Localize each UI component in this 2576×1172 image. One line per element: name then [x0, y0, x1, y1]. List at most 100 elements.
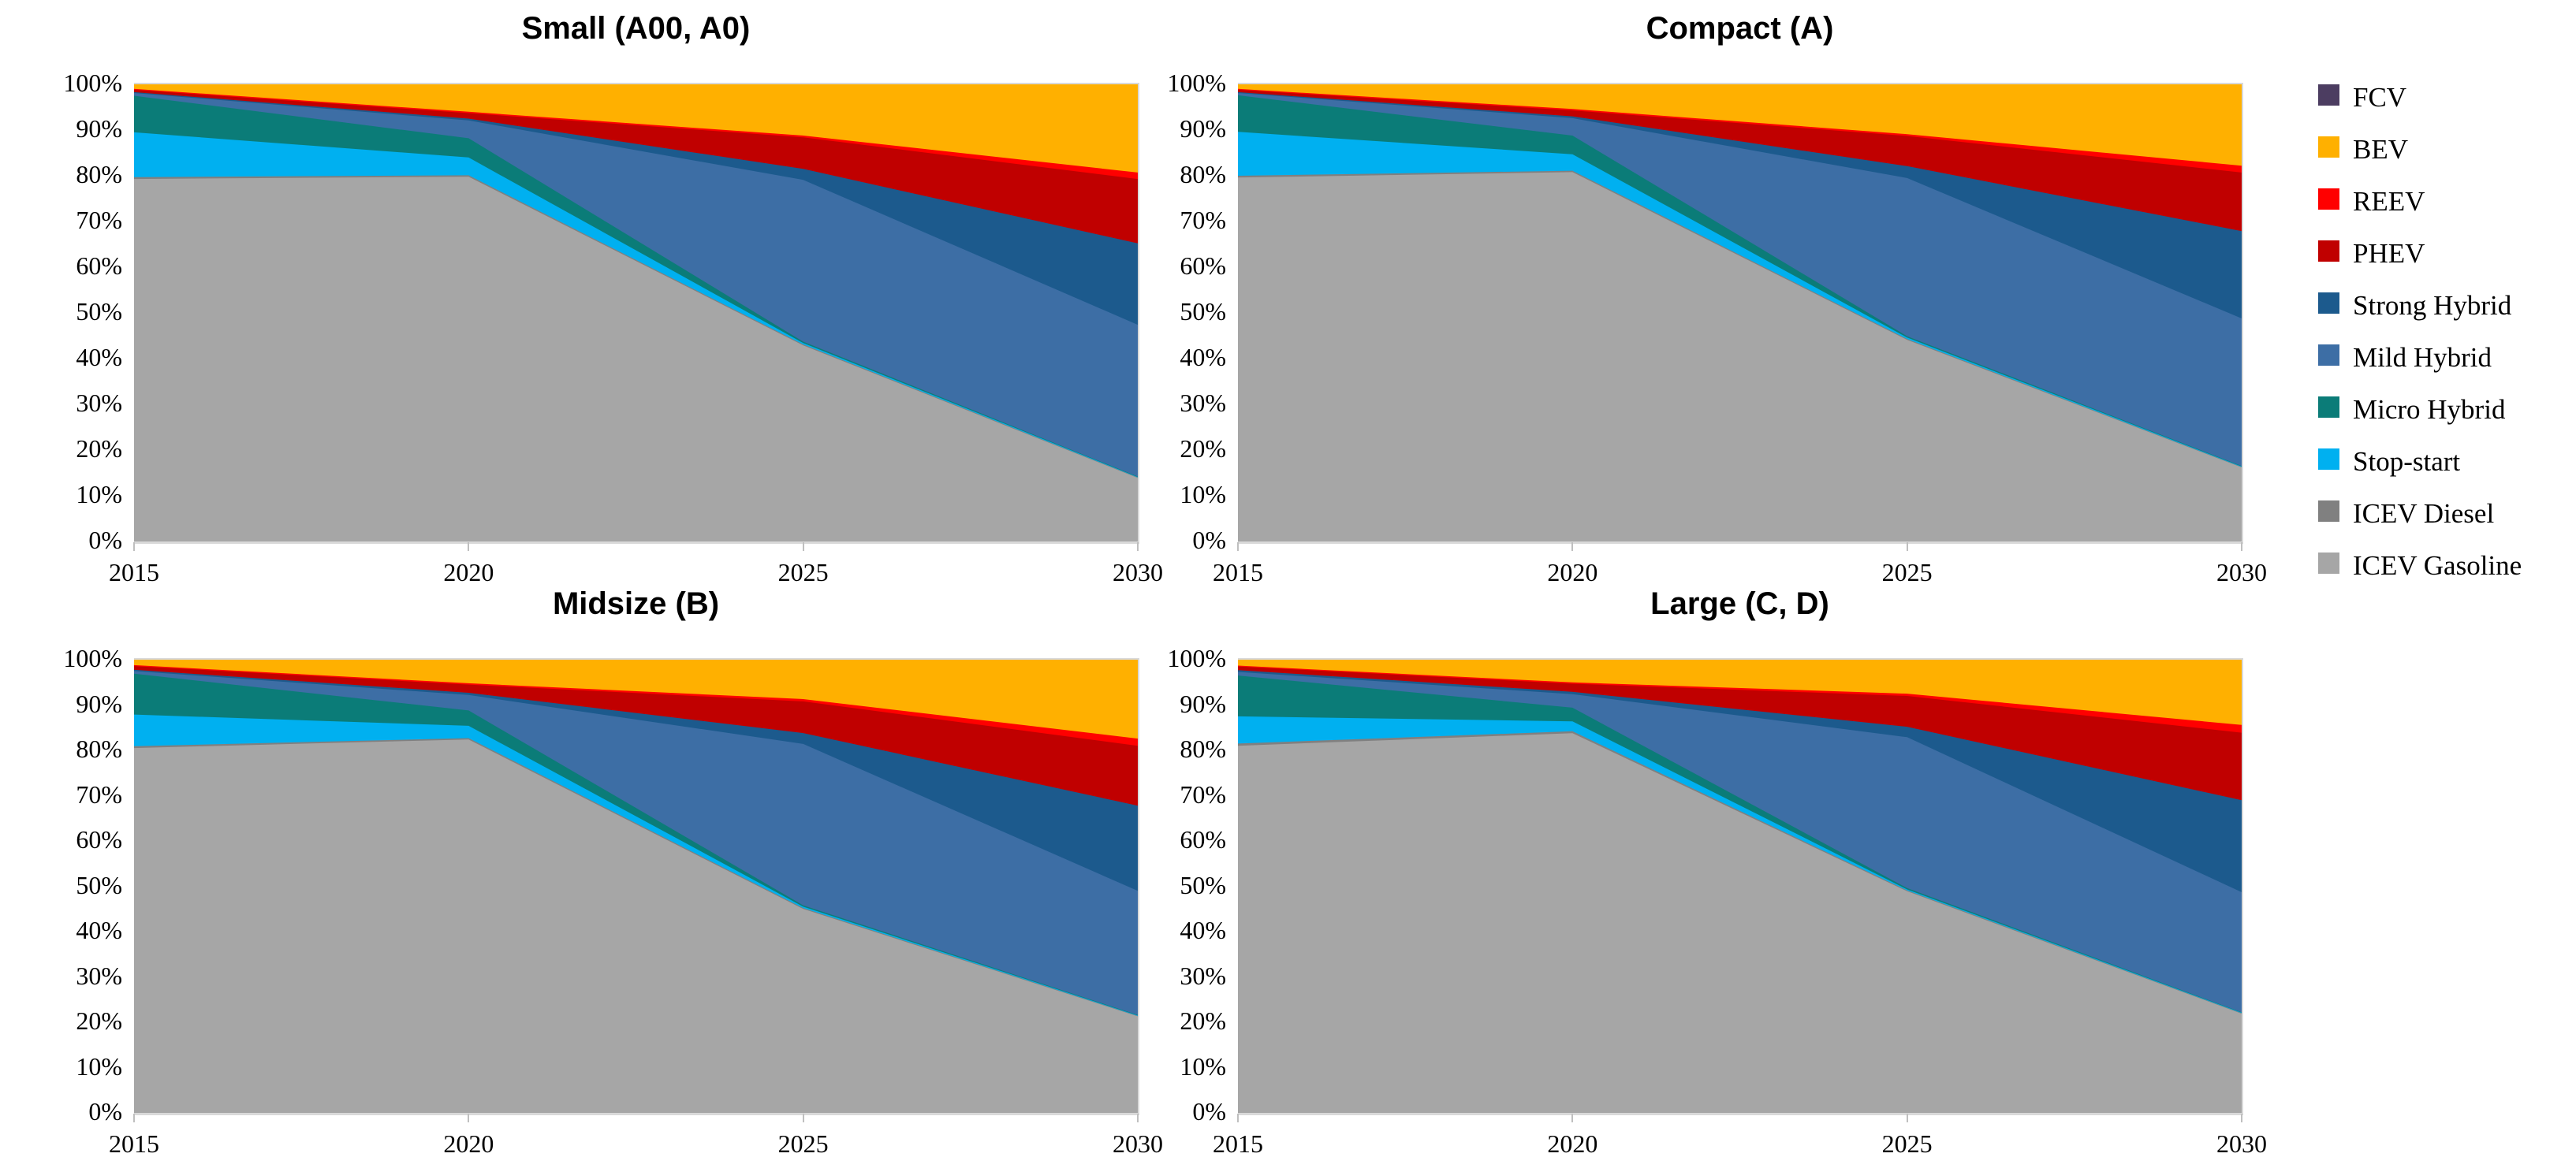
y-axis-label: 0% — [1192, 526, 1226, 554]
legend-item-micro-hybrid: Micro Hybrid — [2318, 394, 2570, 428]
y-axis-label: 10% — [1180, 1051, 1226, 1081]
x-axis-label: 2030 — [2216, 558, 2267, 586]
y-axis-label: 10% — [76, 480, 122, 508]
axis-tick — [1137, 542, 1139, 551]
axis-tick — [133, 1114, 135, 1122]
axis-tick — [468, 1114, 470, 1122]
x-axis-label: 2015 — [109, 1129, 159, 1158]
plot-area-small — [134, 83, 1139, 544]
legend-swatch-reev — [2318, 188, 2339, 210]
y-axis-label: 30% — [76, 389, 122, 417]
y-axis-label: 60% — [76, 251, 122, 280]
y-axis-label: 50% — [76, 870, 122, 899]
y-axis-label: 30% — [1180, 389, 1226, 417]
plot-area-midsize — [134, 658, 1139, 1115]
chart-title-compact: Compact (A) — [1646, 11, 1834, 46]
legend-swatch-phev — [2318, 240, 2339, 262]
y-axis-label: 100% — [1167, 644, 1226, 672]
y-axis-label: 30% — [76, 961, 122, 990]
x-axis-label: 2030 — [2216, 1129, 2267, 1158]
y-axis-label: 80% — [76, 160, 122, 188]
legend-swatch-fcv — [2318, 84, 2339, 106]
y-axis-label: 20% — [1180, 434, 1226, 463]
axis-tick — [1237, 542, 1239, 551]
x-axis-label: 2025 — [1881, 558, 1933, 586]
axis-tick — [1571, 542, 1574, 551]
y-axis-label: 80% — [1180, 160, 1226, 188]
y-axis-label: 0% — [88, 526, 122, 554]
legend-item-strong-hybrid: Strong Hybrid — [2318, 290, 2570, 324]
x-axis-label: 2015 — [1213, 1129, 1263, 1158]
y-axis-label: 80% — [1180, 735, 1226, 763]
x-axis-label: 2025 — [777, 558, 829, 586]
legend-label: FCV — [2353, 82, 2407, 113]
chart-title-small: Small (A00, A0) — [521, 11, 751, 46]
legend-label: Stop-start — [2353, 446, 2461, 477]
plot-area-large — [1238, 658, 2243, 1115]
y-axis-label: 70% — [1180, 779, 1226, 809]
legend-item-phev: PHEV — [2318, 238, 2570, 272]
x-axis-label: 2030 — [1113, 1129, 1163, 1158]
x-axis-label: 2020 — [1547, 558, 1598, 586]
axis-tick — [1571, 1114, 1574, 1122]
axis-tick — [133, 542, 135, 551]
x-axis-label: 2020 — [443, 1129, 494, 1158]
y-axis-label: 0% — [88, 1097, 122, 1125]
x-axis-label: 2015 — [109, 558, 159, 586]
legend-item-bev: BEV — [2318, 134, 2570, 168]
y-axis-label: 40% — [76, 916, 122, 944]
axis-tick — [1137, 1114, 1139, 1122]
y-axis-label: 50% — [76, 297, 122, 326]
y-axis-label: 70% — [1180, 206, 1226, 234]
axis-tick — [1906, 542, 1908, 551]
legend-item-stop-start: Stop-start — [2318, 446, 2570, 480]
y-axis-label: 10% — [76, 1051, 122, 1081]
y-axis-label: 70% — [76, 206, 122, 234]
y-axis-label: 80% — [76, 735, 122, 763]
y-axis-label: 20% — [1180, 1006, 1226, 1035]
axis-tick — [2241, 542, 2242, 551]
axis-tick — [1906, 1114, 1908, 1122]
legend-item-icev-diesel: ICEV Diesel — [2318, 498, 2570, 532]
y-axis-label: 90% — [1180, 114, 1226, 143]
y-axis-label: 100% — [63, 69, 122, 97]
area-series-icev-gasoline — [134, 739, 1138, 1113]
x-axis-label: 2020 — [443, 558, 494, 586]
legend-label: Micro Hybrid — [2353, 394, 2506, 425]
legend-label: PHEV — [2353, 238, 2425, 269]
y-axis-label: 70% — [76, 779, 122, 809]
legend-swatch-mild-hybrid — [2318, 344, 2339, 366]
y-axis-label: 30% — [1180, 961, 1226, 990]
legend-label: Strong Hybrid — [2353, 290, 2512, 321]
y-axis-label: 100% — [1167, 69, 1226, 97]
y-axis-label: 60% — [1180, 825, 1226, 854]
y-axis-label: 40% — [1180, 916, 1226, 944]
y-axis-label: 10% — [1180, 480, 1226, 508]
axis-tick — [802, 542, 804, 551]
legend-label: REEV — [2353, 186, 2425, 217]
area-series-icev-gasoline — [1238, 172, 2242, 541]
x-axis-label: 2015 — [1213, 558, 1263, 586]
legend-item-reev: REEV — [2318, 186, 2570, 220]
plot-area-compact — [1238, 83, 2243, 544]
y-axis-label: 40% — [76, 343, 122, 371]
legend-label: ICEV Diesel — [2353, 498, 2495, 529]
chart-title-midsize: Midsize (B) — [552, 586, 720, 621]
axis-tick — [468, 542, 470, 551]
legend-swatch-icev-gasoline — [2318, 553, 2339, 574]
x-axis-label: 2025 — [777, 1129, 829, 1158]
y-axis-label: 60% — [1180, 251, 1226, 280]
legend-label: BEV — [2353, 134, 2408, 165]
y-axis-label: 90% — [76, 689, 122, 718]
x-axis-label: 2030 — [1113, 558, 1163, 586]
legend-swatch-bev — [2318, 136, 2339, 158]
y-axis-label: 50% — [1180, 297, 1226, 326]
legend-label: ICEV Gasoline — [2353, 550, 2522, 581]
y-axis-label: 20% — [76, 434, 122, 463]
area-series-icev-gasoline — [134, 177, 1138, 541]
y-axis-label: 90% — [76, 114, 122, 143]
y-axis-label: 40% — [1180, 343, 1226, 371]
legend-item-mild-hybrid: Mild Hybrid — [2318, 342, 2570, 376]
y-axis-label: 100% — [63, 644, 122, 672]
y-axis-label: 60% — [76, 825, 122, 854]
